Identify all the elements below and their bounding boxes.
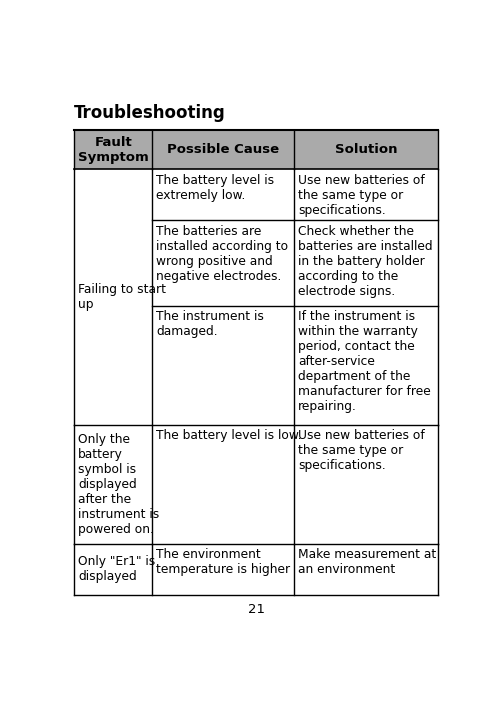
Bar [152, 425, 294, 544]
Bar [152, 306, 294, 425]
Bar [294, 425, 438, 544]
Text: The instrument is
damaged.: The instrument is damaged. [156, 310, 264, 338]
Text: If the instrument is
within the warranty
period, contact the
after-service
depar: If the instrument is within the warranty… [298, 310, 431, 413]
Bar [74, 544, 152, 595]
Text: Failing to start
up: Failing to start up [78, 283, 166, 311]
Text: Use new batteries of
the same type or
specifications.: Use new batteries of the same type or sp… [298, 174, 425, 217]
Bar [294, 544, 438, 595]
Bar [74, 425, 152, 544]
Text: Troubleshooting: Troubleshooting [74, 104, 226, 122]
Text: The battery level is low.: The battery level is low. [156, 429, 302, 442]
Text: The batteries are
installed according to
wrong positive and
negative electrodes.: The batteries are installed according to… [156, 225, 288, 283]
Text: Check whether the
batteries are installed
in the battery holder
according to the: Check whether the batteries are installe… [298, 225, 433, 298]
Text: Use new batteries of
the same type or
specifications.: Use new batteries of the same type or sp… [298, 429, 425, 472]
Bar [74, 169, 152, 425]
Text: Possible Cause: Possible Cause [168, 143, 280, 156]
Bar [152, 220, 294, 306]
Text: Only the
battery
symbol is
displayed
after the
instrument is
powered on.: Only the battery symbol is displayed aft… [78, 433, 159, 536]
Text: Make measurement at
an environment: Make measurement at an environment [298, 548, 436, 576]
Text: The battery level is
extremely low.: The battery level is extremely low. [156, 174, 274, 202]
Bar [294, 220, 438, 306]
Text: Only "Er1" is
displayed: Only "Er1" is displayed [78, 555, 155, 583]
Bar [152, 169, 294, 220]
Bar [294, 306, 438, 425]
Bar [152, 544, 294, 595]
Bar [294, 169, 438, 220]
Text: 21: 21 [248, 603, 265, 617]
Bar [74, 130, 438, 169]
Text: The environment
temperature is higher: The environment temperature is higher [156, 548, 290, 576]
Text: Fault
Symptom: Fault Symptom [78, 136, 148, 164]
Text: Solution: Solution [335, 143, 398, 156]
